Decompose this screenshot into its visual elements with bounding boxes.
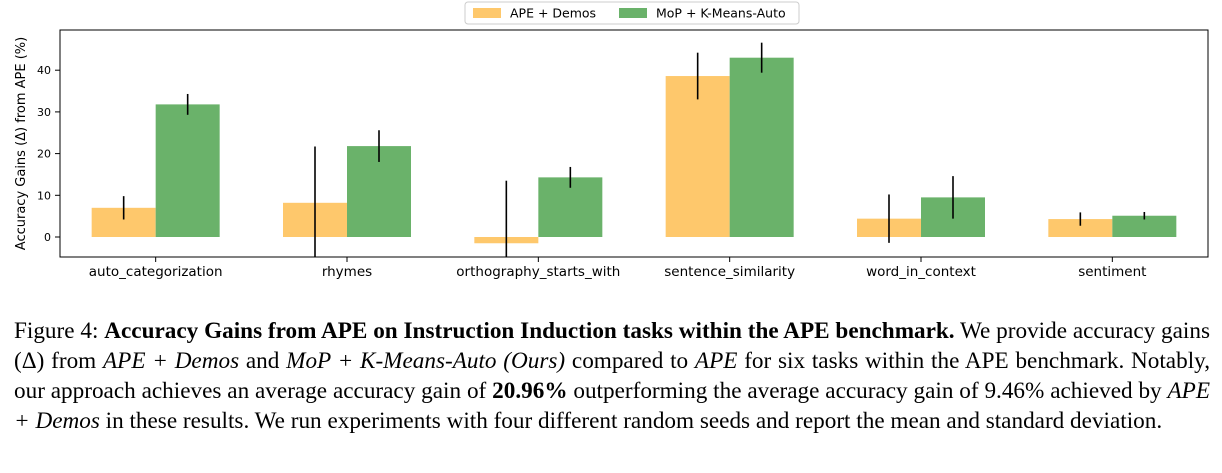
y-axis-label: Accuracy Gains (Δ) from APE (%) <box>14 37 29 250</box>
legend-label: MoP + K-Means-Auto <box>656 6 786 21</box>
x-tick-label: orthography_starts_with <box>456 264 620 280</box>
caption-text: We provide accuracy gains (Δ) from <box>14 318 1210 374</box>
y-tick-label: 0 <box>44 231 51 244</box>
figure-caption: Figure 4: Accuracy Gains from APE on Ins… <box>14 316 1210 436</box>
x-tick-label: auto_categorization <box>89 264 223 280</box>
legend-label: APE + Demos <box>510 6 596 21</box>
caption-label: Figure 4: <box>14 318 99 344</box>
plot-area <box>91 42 1177 257</box>
caption-text: outperforming the average accuracy gain … <box>573 378 1162 404</box>
caption-method: MoP + K-Means-Auto (Ours) <box>286 348 566 374</box>
y-tick-label: 20 <box>37 148 51 161</box>
legend-swatch <box>473 8 501 18</box>
x-tick-label: rhymes <box>322 264 372 280</box>
x-tick-label: sentence_similarity <box>664 264 795 280</box>
plot-frame <box>59 29 1209 258</box>
caption-text: in these results. We run experiments wit… <box>105 408 1163 434</box>
caption-highlight: 20.96% <box>492 378 568 404</box>
x-tick-label: word_in_context <box>866 264 976 280</box>
legend: APE + Demos MoP + K-Means-Auto <box>464 1 800 25</box>
y-tick-label: 30 <box>37 106 51 119</box>
caption-method: APE + Demos <box>103 348 240 374</box>
bar <box>155 104 220 237</box>
y-tick-label: 10 <box>37 189 51 202</box>
legend-swatch <box>619 8 647 18</box>
x-tick-label: sentiment <box>1078 264 1146 280</box>
caption-text: and <box>245 348 280 374</box>
caption-method: APE <box>694 348 738 374</box>
y-tick-label: 40 <box>37 64 51 77</box>
caption-method: APE + Demos <box>14 378 1210 434</box>
caption-title: Accuracy Gains from APE on Instruction I… <box>104 318 955 344</box>
bar <box>729 57 794 237</box>
bar <box>1048 219 1113 237</box>
bar <box>665 76 730 238</box>
axes: auto_categorization rhymes orthography_sta… <box>14 29 1209 280</box>
bar-chart: auto_categorization rhymes orthography_sta… <box>14 1 1209 280</box>
caption-text: for six tasks within the APE benchmark. … <box>14 348 1211 404</box>
bar <box>1112 215 1177 237</box>
caption-text: compared to <box>571 348 689 374</box>
